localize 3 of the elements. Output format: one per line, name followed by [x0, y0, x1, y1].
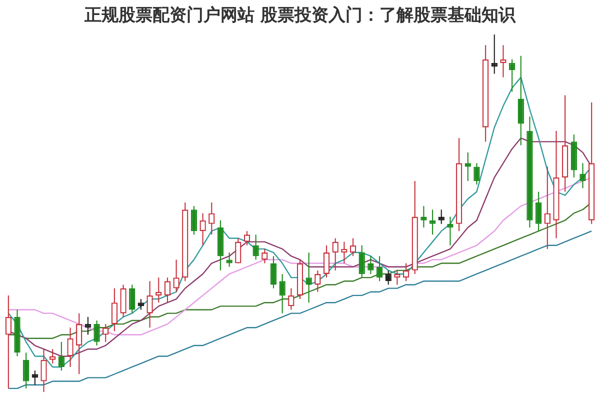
candlestick	[500, 45, 506, 78]
candlestick	[580, 163, 586, 188]
chart-title: 正规股票配资门户网站 股票投资入门：了解股票基础知识	[84, 6, 516, 26]
